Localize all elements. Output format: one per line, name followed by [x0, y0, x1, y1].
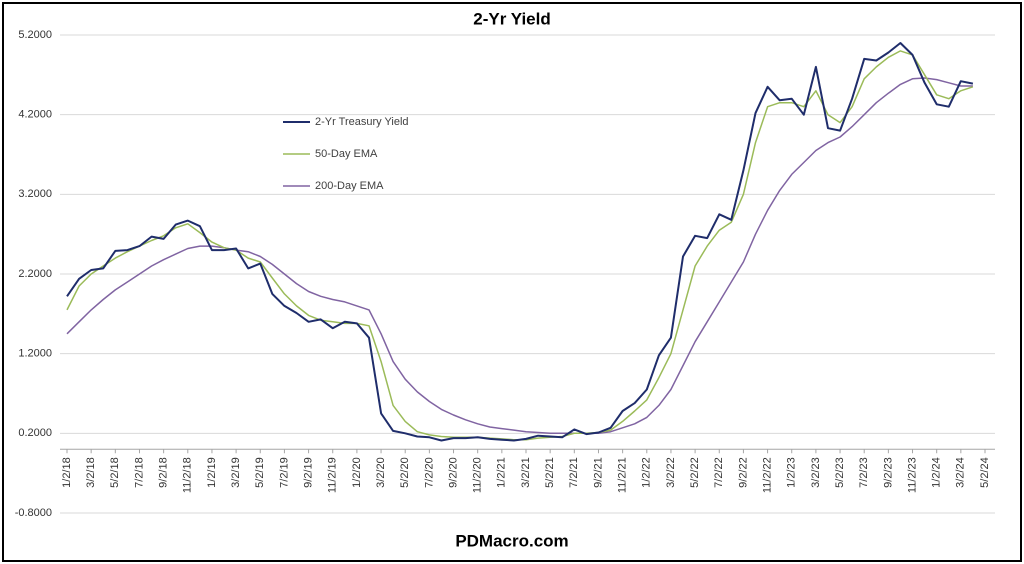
- x-tick-label: 11/2/19: [327, 457, 339, 493]
- x-tick-label: 11/2/20: [472, 457, 484, 493]
- y-tick-label: 1.2000: [18, 348, 52, 360]
- series-line: [66, 77, 973, 435]
- x-tick-label: 1/2/22: [641, 457, 653, 488]
- y-tick-label: 0.2000: [18, 427, 52, 439]
- y-tick-label: 5.2000: [18, 29, 52, 41]
- series-line: [66, 42, 974, 442]
- x-tick-label: 9/2/18: [158, 457, 170, 488]
- x-tick-label: 11/2/22: [761, 457, 773, 493]
- x-tick-label: 7/2/21: [568, 457, 580, 488]
- x-tick-label: 3/2/18: [85, 457, 97, 488]
- y-tick-label: 3.2000: [18, 188, 52, 200]
- x-tick-label: 3/2/22: [665, 457, 677, 488]
- x-tick-label: 1/2/24: [931, 457, 943, 488]
- x-tick-label: 9/2/22: [737, 457, 749, 488]
- x-tick-label: 3/2/24: [955, 457, 967, 488]
- x-tick-label: 1/2/23: [786, 457, 798, 488]
- x-tick-label: 5/2/24: [979, 457, 991, 488]
- x-tick-label: 5/2/20: [399, 457, 411, 488]
- x-tick-label: 3/2/21: [520, 457, 532, 488]
- x-tick-label: 7/2/23: [858, 457, 870, 488]
- x-tick-label: 3/2/19: [230, 457, 242, 488]
- x-tick-label: 11/2/18: [182, 457, 194, 493]
- footer: PDMacro.com: [455, 531, 568, 550]
- x-tick-label: 11/2/21: [617, 457, 629, 493]
- x-tick-label: 5/2/22: [689, 457, 701, 488]
- y-tick-label: 4.2000: [18, 109, 52, 121]
- x-tick-label: 9/2/21: [592, 457, 604, 488]
- x-tick-label: 1/2/20: [351, 457, 363, 488]
- x-tick-label: 5/2/18: [109, 457, 121, 488]
- x-tick-label: 7/2/18: [133, 457, 145, 488]
- x-tick-label: 3/2/23: [810, 457, 822, 488]
- x-tick-label: 7/2/19: [278, 457, 290, 488]
- x-tick-label: 9/2/23: [882, 457, 894, 488]
- legend-label: 200-Day EMA: [315, 180, 384, 192]
- legend-label: 50-Day EMA: [315, 148, 378, 160]
- x-tick-label: 1/2/21: [496, 457, 508, 488]
- x-tick-label: 5/2/19: [254, 457, 266, 488]
- x-tick-label: 5/2/23: [834, 457, 846, 488]
- x-tick-label: 7/2/20: [423, 457, 435, 488]
- x-tick-label: 7/2/22: [713, 457, 725, 488]
- x-tick-label: 1/2/19: [206, 457, 218, 488]
- y-tick-label: -0.8000: [15, 507, 52, 519]
- legend-label: 2-Yr Treasury Yield: [315, 116, 409, 128]
- x-tick-label: 1/2/18: [61, 457, 73, 488]
- y-tick-label: 2.2000: [18, 268, 52, 280]
- x-tick-label: 5/2/21: [544, 457, 556, 488]
- x-tick-label: 9/2/19: [302, 457, 314, 488]
- chart-title: 2-Yr Yield: [473, 9, 550, 28]
- x-tick-label: 3/2/20: [375, 457, 387, 488]
- x-tick-label: 11/2/23: [906, 457, 918, 493]
- x-tick-label: 9/2/20: [447, 457, 459, 488]
